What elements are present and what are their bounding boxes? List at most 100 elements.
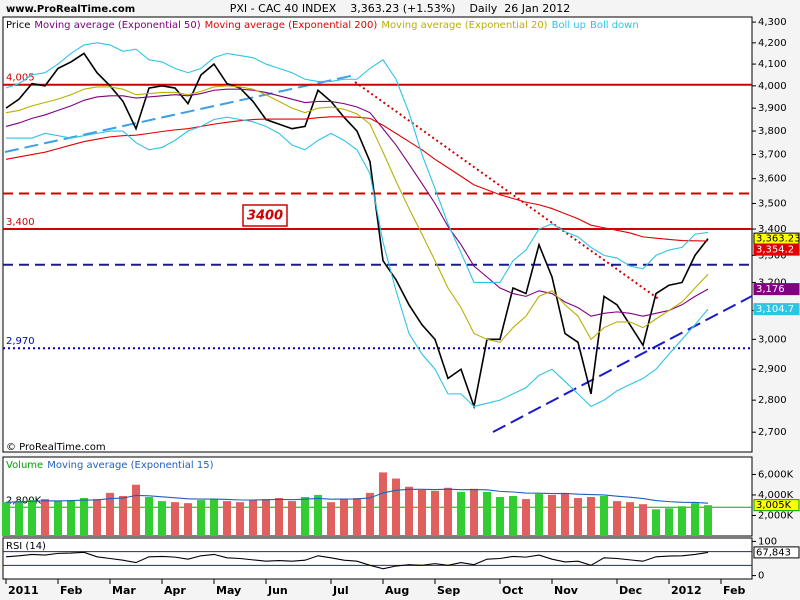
y-tick-label: 0: [758, 571, 764, 582]
volume-bar: [366, 492, 374, 536]
volume-bar: [314, 494, 322, 536]
x-tick-label: Nov: [554, 584, 579, 597]
volume-bar: [262, 499, 270, 536]
legend-entry: Moving average (Exponential 200): [205, 20, 378, 31]
copyright: © ProRealTime.com: [6, 442, 106, 453]
x-tick-label: Feb: [723, 584, 746, 597]
volume-bar: [80, 498, 88, 536]
x-tick-label: Dec: [619, 584, 642, 597]
volume-bar: [392, 478, 400, 536]
volume-bar: [418, 489, 426, 536]
volume-bar: [587, 497, 595, 536]
y-tick-label: 4,000: [758, 81, 787, 92]
volume-bar: [236, 502, 244, 536]
volume-bar: [15, 501, 23, 536]
volume-bar: [444, 487, 452, 536]
volume-bar: [301, 497, 309, 536]
x-tick-label: Apr: [164, 584, 186, 597]
legend-entry: Boll down: [590, 20, 639, 31]
volume-bar: [54, 501, 62, 536]
y-tick-label: 3,900: [758, 103, 787, 114]
x-tick-label: Feb: [60, 584, 83, 597]
volume-bar: [184, 503, 192, 536]
volume-bar: [106, 492, 114, 536]
value-tag: [753, 546, 800, 559]
volume-bar: [704, 505, 712, 536]
series-line: [5, 488, 709, 504]
volume-bar: [288, 501, 296, 536]
volume-bar: [223, 501, 231, 536]
volume-bar: [93, 499, 101, 536]
volume-bar: [158, 501, 166, 536]
volume-bar: [28, 500, 36, 536]
legend-entry: Moving average (Exponential 50): [34, 20, 200, 31]
y-tick-label: 4,300: [758, 17, 787, 28]
volume-bar: [639, 504, 647, 536]
horizontal-line-label: 2,970: [6, 336, 35, 347]
y-tick-label: 4,200: [758, 38, 787, 49]
y-tick-label: 4,100: [758, 59, 787, 70]
volume-bar: [431, 490, 439, 536]
series-line: [5, 42, 709, 284]
value-tag: [753, 303, 800, 316]
chart-title: PXI - CAC 40 INDEX 3,363.23 (+1.53%) Dai…: [230, 2, 570, 15]
volume-bar: [41, 499, 49, 536]
x-tick-label: 2012: [671, 584, 702, 597]
y-tick-label: 3,800: [758, 126, 787, 137]
horizontal-line-label: 3,400: [6, 217, 35, 228]
annotation: 3400: [247, 209, 283, 224]
volume-bar: [340, 499, 348, 536]
legend-entry: Volume: [6, 460, 43, 471]
volume-bar: [522, 499, 530, 536]
y-tick-label: 6,000K: [758, 469, 794, 480]
x-tick-label: Mar: [112, 584, 136, 597]
volume-bar: [379, 472, 387, 536]
volume-bar: [353, 498, 361, 536]
volume-bar: [613, 501, 621, 536]
volume-bar: [171, 502, 179, 536]
price-panel: [2, 16, 753, 453]
source: www.ProRealTime.com: [6, 4, 135, 15]
volume-bar: [665, 508, 673, 536]
series-line: [5, 85, 709, 343]
rsi-panel: [2, 537, 753, 580]
y-tick-label: 3,300: [758, 250, 787, 261]
y-tick-label: 3,200: [758, 277, 787, 288]
horizontal-line-label: 2,800K: [6, 495, 42, 506]
y-tick-label: 3,000: [758, 334, 787, 345]
volume-bar: [327, 502, 335, 536]
volume-bar: [405, 486, 413, 536]
volume-bar: [509, 495, 517, 536]
volume-bar: [652, 509, 660, 536]
series-line: [6, 116, 709, 408]
y-tick-label: 3,400: [758, 224, 787, 235]
volume-bar: [457, 491, 465, 536]
x-tick-label: Jun: [267, 584, 288, 597]
volume-bar: [197, 500, 205, 536]
volume-bar: [600, 495, 608, 536]
volume-bar: [496, 497, 504, 536]
annotation-box: [242, 204, 288, 227]
trend-line: [492, 295, 753, 433]
volume-bar: [678, 506, 686, 536]
volume-bar: [470, 488, 478, 536]
x-tick-label: Jul: [332, 584, 349, 597]
value-tag: [753, 499, 800, 512]
value-tag-label: 3,176: [756, 284, 785, 295]
volume-bar: [119, 495, 127, 536]
legend-entry: RSI (14): [6, 541, 46, 552]
volume-bar: [561, 492, 569, 536]
y-tick-label: 4,000K: [758, 490, 794, 501]
volume-bar: [535, 493, 543, 536]
series-line: [5, 88, 709, 317]
series-line: [5, 551, 709, 570]
y-tick-label: 2,000K: [758, 510, 794, 521]
x-tick-label: 2011: [8, 584, 39, 597]
volume-bar: [626, 502, 634, 536]
horizontal-line-label: 4,005: [6, 73, 35, 84]
value-tag-label: 3,005K: [756, 500, 792, 511]
volume-bar: [275, 498, 283, 536]
volume-bar: [210, 499, 218, 536]
volume-bar: [145, 497, 153, 536]
